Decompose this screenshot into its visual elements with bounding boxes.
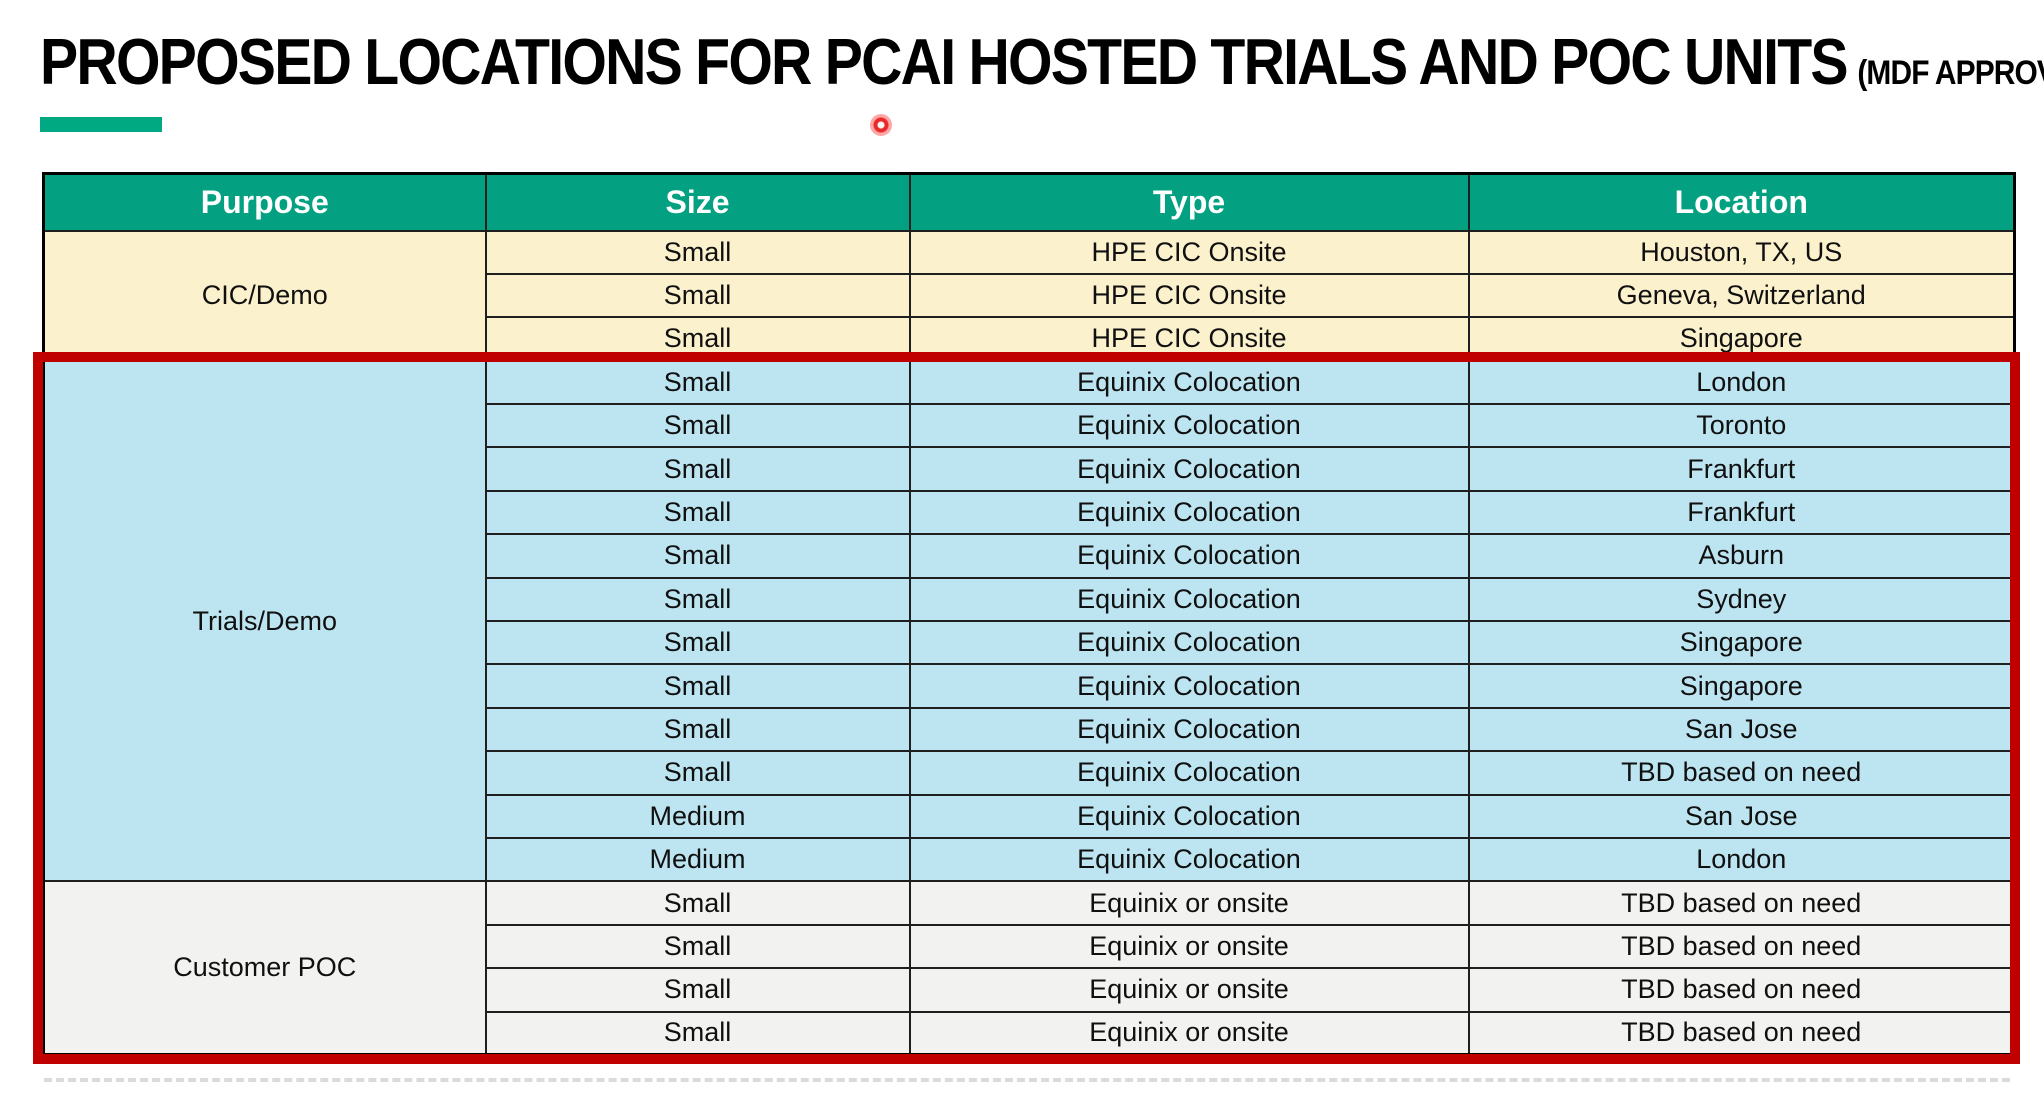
page-title: PROPOSED LOCATIONS FOR PCAI HOSTED TRIAL… [40, 24, 2044, 99]
type-cell: Equinix or onsite [908, 923, 1470, 970]
location-cell: London [1467, 836, 2016, 883]
title-accent-bar [40, 117, 162, 132]
table-body: CIC/Demo Small HPE CIC Onsite Houston, TX, … [42, 229, 2016, 1056]
type-cell: Equinix Colocation [908, 706, 1470, 753]
table-row: Small Equinix Colocation Singapore [44, 663, 2016, 709]
location-cell: TBD based on need [1467, 923, 2016, 970]
type-cell: Equinix Colocation [908, 489, 1470, 536]
table-row: Customer POC Small Equinix or onsite TBD ba… [42, 880, 2016, 1056]
location-cell: TBD based on need [1467, 880, 2016, 926]
type-cell: Equinix or onsite [908, 880, 1470, 926]
size-cell: Small [484, 706, 911, 753]
size-cell: Small [484, 359, 911, 406]
size-cell: Small [484, 1010, 911, 1056]
purpose-cell: CIC/Demo [42, 229, 487, 362]
location-cell: Singapore [1467, 620, 2016, 666]
size-cell: Small [484, 489, 911, 536]
location-cell: San Jose [1467, 793, 2016, 839]
location-cell: TBD based on need [1467, 750, 2016, 796]
location-cell: Toronto [1467, 403, 2016, 449]
table-row: Small Equinix Colocation Frankfurt [44, 446, 2016, 492]
table-header-row: Purpose Size Type Location [42, 172, 2016, 232]
location-cell: Sydney [1467, 576, 2016, 623]
type-cell: Equinix Colocation [908, 663, 1470, 709]
table-row: Small Equinix Colocation Asburn [44, 533, 2016, 579]
location-cell: Frankfurt [1467, 489, 2016, 536]
page-title-suffix: (MDF APPROVED) [1857, 54, 2044, 92]
size-cell: Medium [484, 836, 911, 883]
size-cell: Small [484, 446, 911, 492]
column-header-size: Size [484, 172, 911, 232]
type-cell: Equinix Colocation [908, 359, 1470, 406]
table-row: Small Equinix or onsite TBD based on need [44, 1010, 2016, 1056]
type-cell: Equinix Colocation [908, 533, 1470, 579]
column-header-type: Type [908, 172, 1470, 232]
table-row: Small Equinix or onsite TBD based on need [44, 923, 2016, 970]
type-cell: Equinix Colocation [908, 836, 1470, 883]
size-cell: Small [484, 620, 911, 666]
page-title-main: PROPOSED LOCATIONS FOR PCAI HOSTED TRIAL… [40, 25, 1849, 98]
location-cell: TBD based on need [1467, 1010, 2016, 1056]
size-cell: Small [484, 533, 911, 579]
size-cell: Small [484, 967, 911, 1013]
type-cell: Equinix or onsite [908, 1010, 1470, 1056]
table-row: Medium Equinix Colocation San Jose [44, 793, 2016, 839]
column-header-location: Location [1467, 172, 2016, 232]
column-header-purpose: Purpose [42, 172, 487, 232]
table-row: Small Equinix Colocation San Jose [44, 706, 2016, 753]
size-cell: Small [484, 272, 911, 319]
location-cell: Geneva, Switzerland [1467, 272, 2016, 319]
location-cell: San Jose [1467, 706, 2016, 753]
size-cell: Small [484, 576, 911, 623]
size-cell: Medium [484, 793, 911, 839]
purpose-cell: Trials/Demo [42, 359, 487, 883]
table-row: Small Equinix Colocation Singapore [44, 620, 2016, 666]
location-cell: TBD based on need [1467, 967, 2016, 1013]
type-cell: HPE CIC Onsite [908, 272, 1470, 319]
table-header: Purpose Size Type Location [42, 172, 2016, 232]
table-row: Medium Equinix Colocation London [44, 836, 2016, 883]
location-cell: Frankfurt [1467, 446, 2016, 492]
locations-table: Purpose Size Type Location CIC/Demo Small… [42, 172, 2016, 1057]
purpose-cell: Customer POC [42, 880, 487, 1056]
table-row: CIC/Demo Small HPE CIC Onsite Houston, TX, … [42, 229, 2016, 362]
type-cell: Equinix Colocation [908, 620, 1470, 666]
size-cell: Small [484, 403, 911, 449]
location-cell: Asburn [1467, 533, 2016, 579]
location-cell: London [1467, 359, 2016, 406]
table-row: Small Equinix Colocation Frankfurt [44, 489, 2016, 536]
type-cell: Equinix Colocation [908, 793, 1470, 839]
type-cell: Equinix Colocation [908, 576, 1470, 623]
table-row: Small Equinix Colocation TBD based on need [44, 750, 2016, 796]
location-cell: Houston, TX, US [1467, 229, 2016, 275]
size-cell: Small [484, 663, 911, 709]
size-cell: Small [484, 750, 911, 796]
size-cell: Small [484, 880, 911, 926]
type-cell: Equinix Colocation [908, 446, 1470, 492]
table-row: Small Equinix Colocation Sydney [44, 576, 2016, 623]
type-cell: HPE CIC Onsite [908, 229, 1470, 275]
table-row: Trials/Demo Small Equinix Colocation London [42, 359, 2016, 883]
ghost-dashed-line [44, 1078, 2010, 1082]
location-cell: Singapore [1467, 316, 2016, 362]
table-row: Small Equinix Colocation Toronto [44, 403, 2016, 449]
table-row: Small HPE CIC Onsite Geneva, Switzerland [44, 272, 2016, 319]
laser-pointer-dot [870, 114, 892, 136]
type-cell: Equinix or onsite [908, 967, 1470, 1013]
size-cell: Small [484, 316, 911, 362]
type-cell: Equinix Colocation [908, 403, 1470, 449]
size-cell: Small [484, 229, 911, 275]
size-cell: Small [484, 923, 911, 970]
type-cell: Equinix Colocation [908, 750, 1470, 796]
location-cell: Singapore [1467, 663, 2016, 709]
table-row: Small Equinix or onsite TBD based on need [44, 967, 2016, 1013]
type-cell: HPE CIC Onsite [908, 316, 1470, 362]
